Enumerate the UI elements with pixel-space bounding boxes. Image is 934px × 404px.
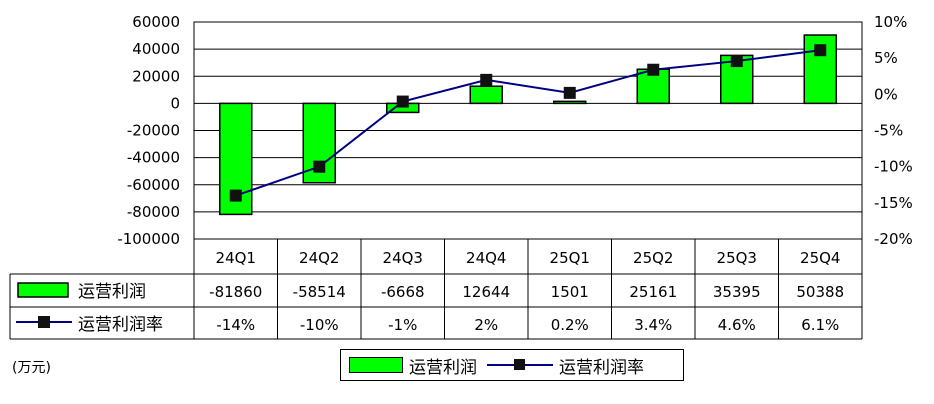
table-cell: -14% xyxy=(216,316,255,334)
line-marker xyxy=(229,189,242,202)
category-label: 25Q3 xyxy=(717,249,757,267)
left-tick-label: 20000 xyxy=(132,67,180,85)
table-cell: -6668 xyxy=(381,283,425,301)
legend-item-bar: 运营利润 xyxy=(341,353,477,378)
table-cell: -58514 xyxy=(293,283,346,301)
table-cell: 1501 xyxy=(551,283,589,301)
line-marker xyxy=(647,63,660,76)
category-label: 24Q1 xyxy=(216,249,256,267)
left-tick-label: -60000 xyxy=(127,176,180,194)
left-tick-label: 40000 xyxy=(132,40,180,58)
right-tick-label: -15% xyxy=(874,194,913,212)
right-tick-label: -5% xyxy=(874,122,903,140)
category-label: 24Q3 xyxy=(383,249,423,267)
left-tick-label: -100000 xyxy=(117,230,180,248)
legend-label-line: 运营利润率 xyxy=(559,357,644,378)
right-tick-label: 0% xyxy=(874,85,898,103)
legend-label-bar: 运营利润 xyxy=(409,357,477,378)
table-cell: 50388 xyxy=(796,283,844,301)
left-tick-label: -80000 xyxy=(127,203,180,221)
bar xyxy=(553,100,587,105)
category-label: 25Q1 xyxy=(550,249,590,267)
line-path xyxy=(235,49,821,197)
left-tick-label: -20000 xyxy=(127,122,180,140)
line-marker xyxy=(480,73,493,86)
category-label: 25Q2 xyxy=(633,249,673,267)
line-marker xyxy=(396,95,409,108)
line-marker xyxy=(730,55,743,68)
bar-series xyxy=(219,34,837,216)
legend: 运营利润 运营利润率 xyxy=(340,349,684,381)
table-cell: 2% xyxy=(474,316,498,334)
line-marker xyxy=(563,86,576,99)
data-table: 24Q1 24Q2 24Q3 24Q4 25Q1 25Q2 25Q3 25Q4 运营利润 -818… xyxy=(9,239,863,340)
category-label: 24Q4 xyxy=(466,249,506,267)
table-row-label: 运营利润 xyxy=(78,282,146,302)
table-cell: 4.6% xyxy=(718,316,756,334)
table-cell: 12644 xyxy=(462,283,510,301)
category-label: 25Q4 xyxy=(800,249,840,267)
left-tick-label: -40000 xyxy=(127,149,180,167)
table-cell: -81860 xyxy=(209,283,262,301)
row-key-bar xyxy=(17,282,69,298)
legend-item-line: 运营利润率 xyxy=(477,353,644,378)
row-key-marker xyxy=(38,316,50,328)
right-tick-label: -20% xyxy=(874,230,913,248)
table-cell: -1% xyxy=(388,316,417,334)
line-series xyxy=(229,44,827,202)
bar xyxy=(469,85,503,105)
table-row-label: 运营利润率 xyxy=(78,315,163,335)
table-cell: -10% xyxy=(300,316,339,334)
right-tick-label: 5% xyxy=(874,49,898,67)
right-axis-ticks: 10% 5% 0% -5% -10% -15% -20% xyxy=(874,13,913,248)
line-marker xyxy=(814,44,827,57)
unit-label: (万元) xyxy=(12,360,51,376)
left-tick-label: 0 xyxy=(170,94,180,112)
right-tick-label: -10% xyxy=(874,158,913,176)
category-label: 24Q2 xyxy=(299,249,339,267)
line-marker xyxy=(313,160,326,173)
gridlines xyxy=(193,21,863,240)
table-cell: 25161 xyxy=(629,283,677,301)
table-cell: 6.1% xyxy=(801,316,839,334)
left-axis-ticks: 60000 40000 20000 0 -20000 -40000 -60000 -80000… xyxy=(117,13,180,248)
right-tick-label: 10% xyxy=(874,13,907,31)
legend-bar-swatch xyxy=(349,357,403,373)
table-cell: 0.2% xyxy=(551,316,589,334)
table-cell: 35395 xyxy=(713,283,761,301)
table-cell: 3.4% xyxy=(634,316,672,334)
left-tick-label: 60000 xyxy=(132,13,180,31)
legend-line-swatch xyxy=(487,358,553,372)
